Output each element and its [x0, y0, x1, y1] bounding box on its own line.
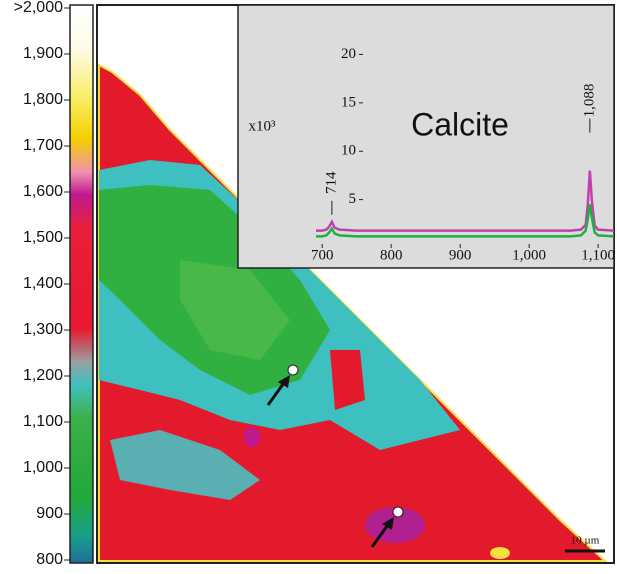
colorbar: [69, 4, 94, 564]
y-tick-label: 5: [349, 191, 357, 207]
x-tick-label: 1,000: [512, 247, 546, 263]
x-tick-label: 1,100: [581, 247, 615, 263]
scale-bar-label: 10 µm: [571, 535, 600, 547]
y-tick-label: 20: [341, 46, 356, 62]
colorbar-tick-label: 1,000: [23, 459, 63, 476]
x-tick-label: 800: [380, 247, 403, 263]
colorbar-tick-label: 1,400: [23, 275, 63, 292]
colorbar-tick-label: 1,300: [23, 321, 63, 338]
colorbar-tick-label: >2,000: [14, 0, 63, 16]
x-tick-label: 700: [311, 247, 334, 263]
spectrum-line: [316, 204, 615, 238]
inset: [237, 4, 615, 269]
colorbar-tick-label: 1,700: [23, 137, 63, 154]
spectrum-line: [316, 170, 615, 232]
inset-title: Calcite: [411, 106, 509, 142]
colorbar-tick-label: 1,800: [23, 91, 63, 108]
colorbar-tick-label: 800: [36, 551, 63, 568]
annotation: 714: [323, 171, 339, 194]
y-tick-label: 10: [341, 143, 356, 159]
x-tick-label: 900: [449, 247, 472, 263]
colorbar-tick-label: 1,900: [23, 45, 63, 62]
colorbar-tick-label: 1,200: [23, 367, 63, 384]
y-axis-label: x10³: [249, 118, 277, 134]
colorbar-tick-label: 1,100: [23, 413, 63, 430]
colorbar-tick-label: 1,600: [23, 183, 63, 200]
colorbar-tick-label: 1,500: [23, 229, 63, 246]
colorbar-tick-label: 900: [36, 505, 63, 522]
annotation: 1,088: [581, 84, 597, 118]
y-tick-label: 15: [341, 94, 356, 110]
